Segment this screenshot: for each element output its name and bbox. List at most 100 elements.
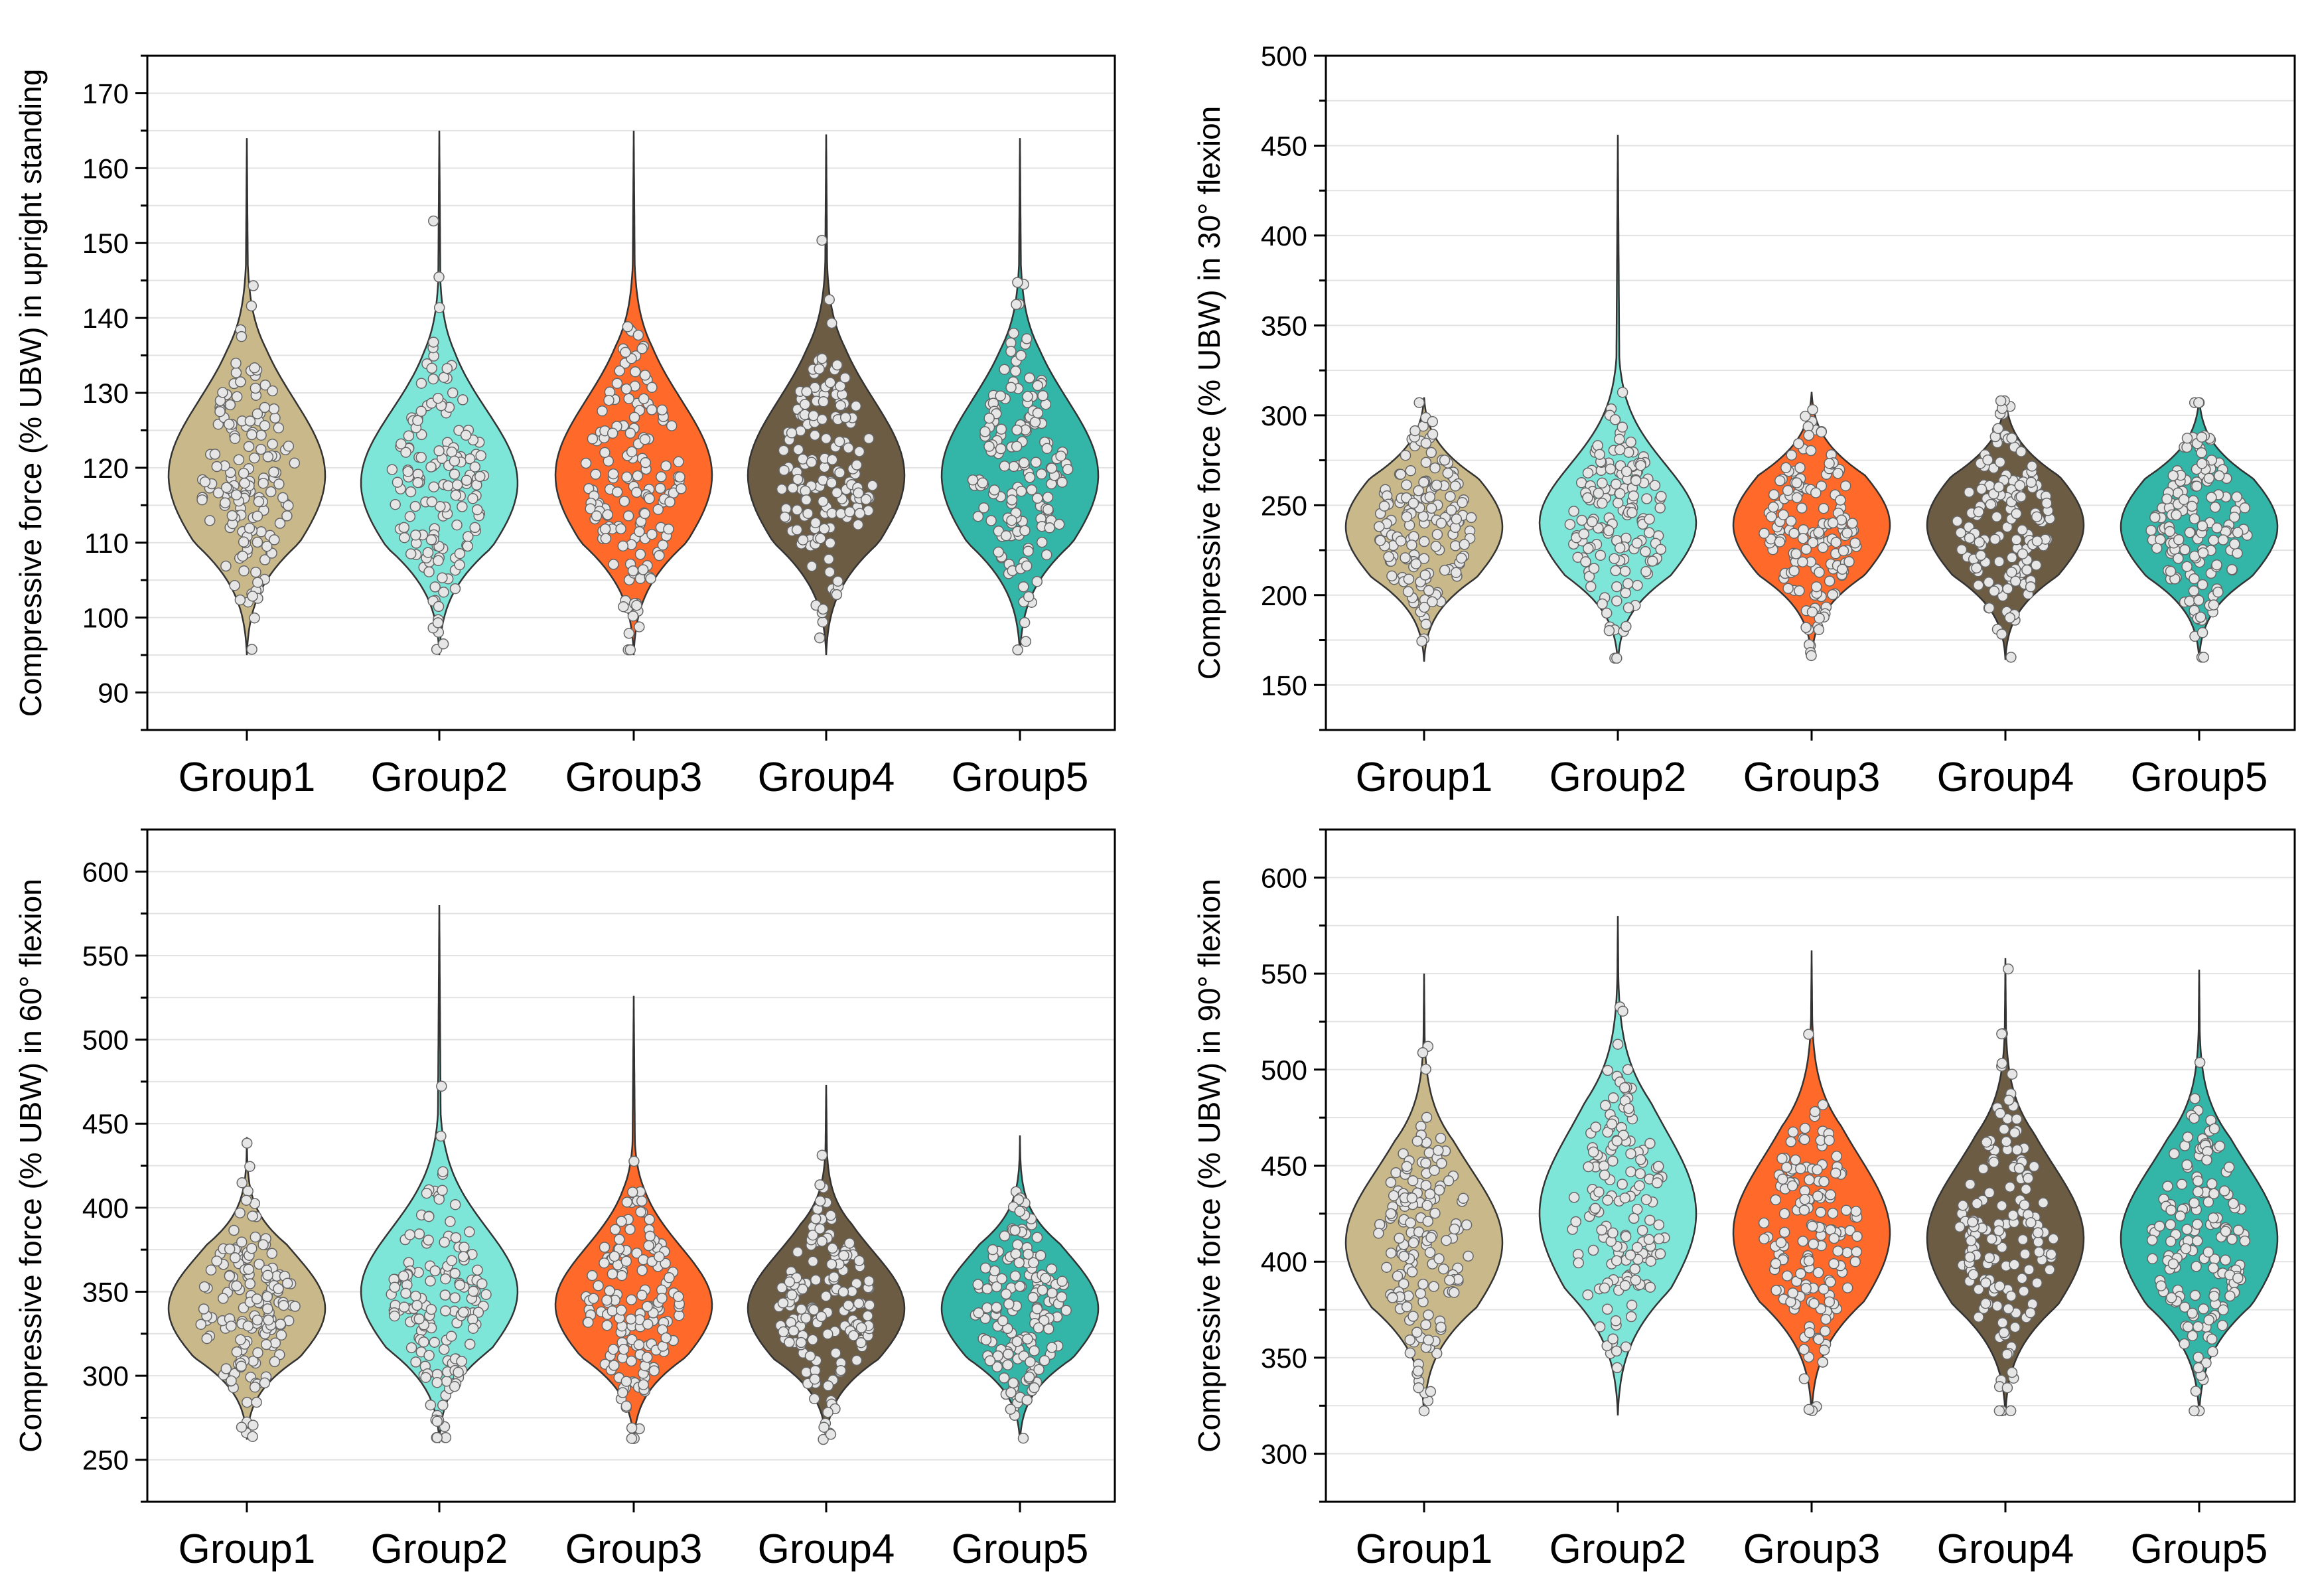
data-point [792,444,804,455]
data-point [1619,1279,1631,1291]
data-point [415,452,427,463]
data-point [2009,1259,2020,1270]
data-point [480,1289,492,1300]
data-point [1612,1039,1624,1050]
data-point [641,1352,653,1363]
data-point [638,1379,649,1390]
data-point [1573,1257,1584,1269]
data-point [635,1206,646,1218]
data-point [2006,552,2018,563]
data-point [243,1264,254,1275]
data-point [999,1230,1011,1242]
x-category-label: Group5 [2131,1526,2268,1572]
data-point [1644,1137,1656,1149]
data-point [1401,479,1412,490]
data-point [1598,1160,1610,1172]
data-point [246,429,257,441]
data-point [1785,515,1797,527]
data-point [818,396,829,407]
data-point [1022,391,1033,402]
data-point [800,1312,812,1324]
data-point [1980,1297,1991,1309]
data-point [822,1380,834,1392]
data-point [1005,1404,1017,1415]
data-point [467,493,478,504]
data-point [289,457,301,469]
violin-group1 [1344,974,1504,1415]
data-point [616,1305,627,1316]
data-point [1009,1270,1021,1282]
data-point [1635,460,1646,471]
data-point [2189,1197,2200,1208]
data-point [432,392,444,404]
data-point [396,438,407,450]
data-point [809,1373,821,1385]
data-point [426,496,438,508]
data-point [1841,527,1853,539]
data-point [1003,1298,1015,1310]
data-point [273,478,285,490]
data-point [826,317,837,329]
data-point [266,1248,278,1260]
data-point [630,366,641,378]
data-point [250,566,261,578]
data-point [262,1270,273,1281]
data-point [231,1346,243,1358]
data-point [600,533,612,544]
data-point [2213,470,2225,482]
y-tick-label: 450 [1261,130,1307,161]
x-category-label: Group3 [565,755,703,800]
data-point [2179,1338,2190,1350]
data-point [2003,963,2014,975]
data-point [1605,463,1617,474]
data-point [1797,556,1808,567]
data-point [1419,569,1431,581]
data-point [2003,1303,2014,1315]
y-tick-label: 400 [82,1193,129,1224]
data-point [796,1303,807,1315]
data-point [211,1255,222,1267]
data-point [199,476,211,488]
data-point [268,467,279,478]
data-point [607,1344,619,1355]
data-point [788,1325,800,1337]
data-point [426,362,437,374]
data-point [1955,527,1966,538]
data-point [412,476,423,488]
data-point [2037,1197,2049,1208]
data-point [620,346,631,358]
data-point [820,433,832,445]
data-point [1655,544,1666,555]
data-point [431,1377,443,1388]
data-point [822,1406,833,1418]
data-point [636,1195,648,1207]
data-point [1400,552,1411,563]
y-tick-label: 250 [82,1445,129,1476]
data-point [1778,1208,1790,1220]
data-point [275,1319,286,1330]
data-point [1775,1237,1787,1248]
data-point [2228,1198,2239,1209]
data-point [991,1361,1003,1373]
data-point [1401,1161,1413,1172]
data-point [1013,1257,1025,1268]
data-point [212,487,224,498]
data-point [786,427,798,439]
data-point [1654,1248,1666,1260]
data-point [2211,522,2223,534]
data-point [1798,1204,1810,1216]
x-category-label: Group3 [1743,1526,1881,1572]
data-point [2206,1178,2218,1190]
data-point [2003,1094,2015,1106]
data-point [656,404,668,415]
data-point [226,1375,237,1386]
data-point [1808,1238,1819,1250]
data-point [2216,1320,2228,1331]
data-point [1607,1333,1619,1344]
data-point [1424,1189,1436,1200]
data-point [2193,1321,2204,1333]
data-point [1611,1362,1623,1374]
data-point [980,1334,992,1346]
data-point [220,497,231,508]
y-tick-label: 300 [82,1360,129,1392]
